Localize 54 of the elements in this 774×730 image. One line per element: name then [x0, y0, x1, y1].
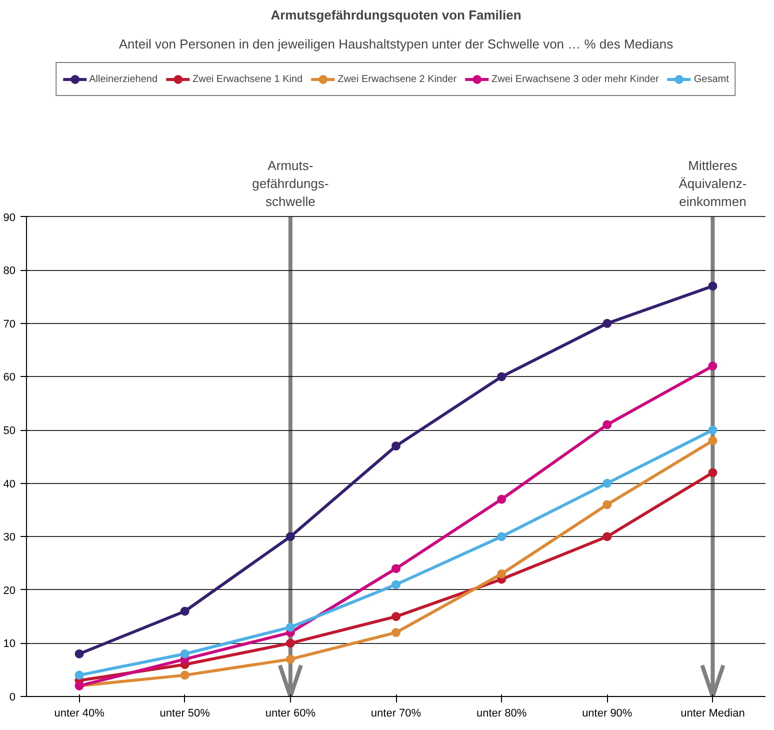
x-tick-label: unter Median	[680, 708, 745, 720]
y-tick-label: 60	[3, 372, 16, 384]
y-tick-label: 80	[3, 265, 16, 278]
point	[180, 606, 190, 616]
point	[392, 612, 400, 622]
legend-label: Zwei Erwachsene 1 Kind	[192, 74, 303, 84]
point	[497, 532, 506, 542]
point	[286, 622, 295, 632]
point	[708, 282, 718, 291]
point	[392, 442, 400, 450]
point	[708, 362, 718, 371]
point	[602, 420, 612, 430]
point	[392, 628, 400, 638]
y-tick-label: 50	[3, 425, 16, 437]
chart-title: Armutsgefährdungsquoten von Familien	[270, 8, 522, 22]
point	[708, 468, 718, 478]
y-tick-label: 30	[3, 532, 16, 544]
y-tick-label: 70	[3, 318, 16, 330]
y-tick-label: 90	[3, 212, 16, 224]
point	[497, 494, 506, 504]
point	[74, 670, 84, 680]
y-tick-label: 40	[3, 478, 16, 490]
x-tick-label: unter 40%	[54, 708, 105, 720]
y-tick-label: 20	[3, 584, 16, 597]
chart-subtitle: Anteil von Personen in den jeweiligen Haushaltstypen unter der Schwelle von … % des Medians	[118, 36, 674, 52]
x-tick-label: unter 60%	[265, 708, 316, 720]
legend-label: Zwei Erwachsene 2 Kinder	[338, 74, 457, 84]
point	[602, 478, 612, 488]
point	[180, 649, 190, 658]
point	[286, 654, 295, 664]
point	[708, 436, 718, 446]
y-tick-label: 10	[3, 638, 16, 650]
point	[602, 500, 612, 510]
x-tick-label: unter 70%	[370, 708, 422, 720]
point	[180, 670, 190, 680]
point	[74, 649, 84, 658]
point	[602, 318, 612, 328]
legend-label: Gesamt	[694, 74, 729, 84]
point	[286, 532, 295, 542]
legend-label: Alleinerziehend	[89, 74, 158, 84]
x-tick-label: unter 80%	[476, 708, 527, 720]
ref-line-label: Armuts- gefährdungs- schwelle	[252, 158, 329, 209]
point	[497, 372, 506, 382]
x-tick-label: unter 50%	[160, 708, 210, 720]
point	[602, 532, 612, 542]
point	[392, 580, 400, 590]
point	[708, 426, 718, 434]
legend-label: Zwei Erwachsene 3 oder mehr Kinder	[492, 74, 659, 84]
ref-line-label: Mittleres Äquivalenz- einkommen	[678, 158, 747, 209]
point	[392, 564, 400, 574]
x-tick-label: unter 90%	[582, 708, 632, 720]
point	[497, 569, 506, 578]
point	[286, 638, 295, 648]
y-tick-label: 0	[9, 692, 16, 704]
